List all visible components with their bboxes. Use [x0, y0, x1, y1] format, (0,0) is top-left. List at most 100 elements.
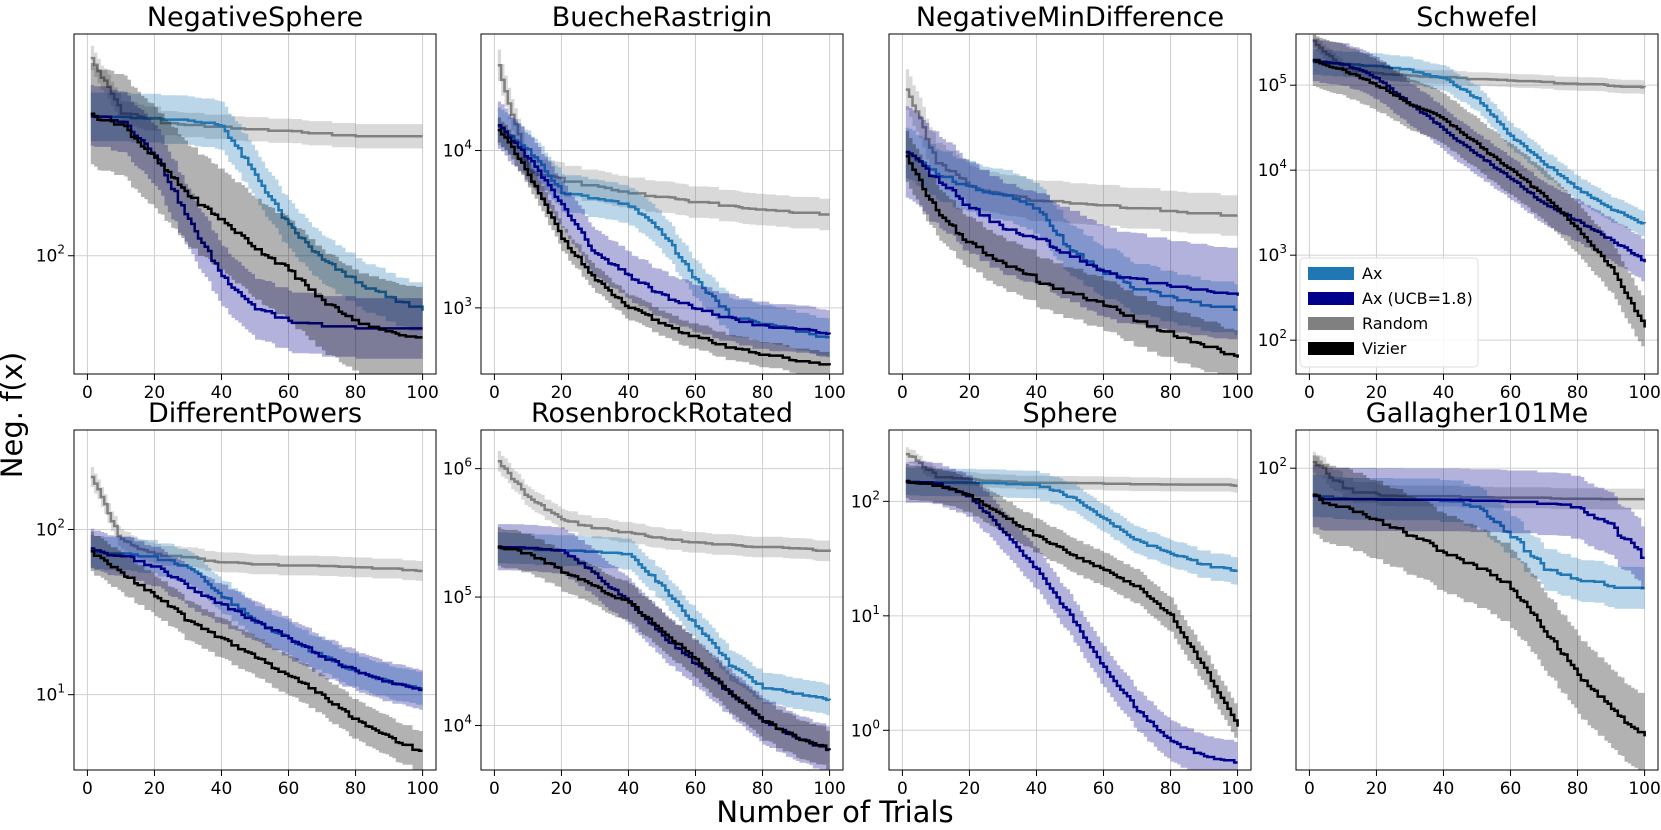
negativemindifference-xtick-label-40: 40	[1026, 383, 1048, 403]
sphere-plot-area	[905, 447, 1239, 770]
negativesphere-line-ax-ucb-1-8	[90, 114, 423, 330]
schwefel-xtick-label-100: 100	[1628, 383, 1660, 403]
schwefel-ytick-label-2: 104	[1258, 157, 1287, 181]
buecherastrigin-line-vizier	[497, 128, 831, 366]
buecherastrigin-xtick-label-80: 80	[752, 383, 774, 403]
legend-label-random: Random	[1362, 314, 1428, 333]
differentpowers-line-ax-ucb-1-8	[90, 547, 423, 692]
schwefel-ytick-label-3: 105	[1258, 72, 1287, 96]
rosenbrockrotated-band-random	[497, 451, 830, 563]
negativemindifference-frame	[888, 33, 1252, 375]
negativemindifference-xtick-label-80: 80	[1160, 383, 1182, 403]
buecherastrigin-xtick-label-100: 100	[813, 383, 845, 403]
differentpowers-ytick-label-0: 101	[36, 682, 65, 706]
sphere-xtick-label-20: 20	[959, 779, 981, 799]
negativesphere-xtick-label-60: 60	[278, 383, 300, 403]
gallagher101me-line-ax-ucb-1-8	[1312, 494, 1645, 560]
negativesphere-line-random	[90, 56, 423, 138]
gallagher101me-xtick-label-60: 60	[1500, 779, 1522, 799]
schwefel-band-vizier	[1312, 35, 1645, 353]
negativesphere-xtick-label-80: 80	[345, 383, 367, 403]
gallagher101me-frame	[1295, 429, 1659, 771]
schwefel-xtick-label-40: 40	[1433, 383, 1455, 403]
sphere-band-vizier	[905, 463, 1238, 744]
differentpowers-ytick-label-1: 102	[36, 516, 65, 540]
differentpowers-line-random	[90, 475, 423, 573]
negativesphere-xtick-label-40: 40	[211, 383, 233, 403]
rosenbrockrotated-xtick-label-80: 80	[752, 779, 774, 799]
differentpowers-plot-area	[90, 467, 423, 770]
schwefel-line-ax-ucb-1-8	[1312, 58, 1646, 263]
gallagher101me-xtick-label-20: 20	[1366, 779, 1388, 799]
buecherastrigin-xtick-label-20: 20	[551, 383, 573, 403]
buecherastrigin-ytick-label-0: 103	[443, 295, 472, 319]
gallagher101me-xtick-label-0: 0	[1304, 779, 1315, 799]
sphere-line-random	[905, 452, 1238, 488]
negativesphere-band-vizier	[90, 63, 423, 374]
sphere-ytick-label-1: 101	[851, 603, 880, 627]
sphere-xtick-label-100: 100	[1221, 779, 1253, 799]
gallagher101me-title: Gallagher101Me	[1366, 398, 1588, 429]
sphere-xtick-label-80: 80	[1160, 779, 1182, 799]
legend-swatch-random	[1308, 317, 1354, 330]
rosenbrockrotated-xtick-label-100: 100	[813, 779, 845, 799]
sphere-xtick-label-60: 60	[1093, 779, 1115, 799]
buecherastrigin-xtick-label-0: 0	[489, 383, 500, 403]
negativesphere-ytick-label-0: 102	[36, 243, 65, 267]
gallagher101me-ytick-label-0: 102	[1258, 455, 1287, 479]
differentpowers-xtick-label-100: 100	[406, 779, 438, 799]
schwefel-plot-area	[1312, 34, 1646, 353]
differentpowers-frame	[73, 429, 437, 771]
panel-negativesphere: 0 20 40 60 80 100 102 NegativeSphere	[36, 2, 439, 403]
buecherastrigin-ytick-label-1: 104	[443, 138, 472, 162]
gallagher101me-xtick-label-80: 80	[1567, 779, 1589, 799]
rosenbrockrotated-plot-area	[497, 451, 831, 770]
negativesphere-xtick-label-20: 20	[144, 383, 166, 403]
schwefel-xtick-label-0: 0	[1304, 383, 1315, 403]
rosenbrockrotated-line-vizier	[497, 545, 830, 752]
negativesphere-xtick-label-0: 0	[82, 383, 93, 403]
figure-xlabel: Number of Trials	[716, 795, 953, 829]
gallagher101me-xtick-label-40: 40	[1433, 779, 1455, 799]
sphere-xtick-label-40: 40	[1026, 779, 1048, 799]
legend-label-ax: Ax	[1362, 264, 1382, 283]
legend-swatch-vizier	[1308, 342, 1354, 355]
negativemindifference-line-vizier	[905, 155, 1239, 358]
differentpowers-title: DifferentPowers	[148, 398, 362, 429]
differentpowers-line-vizier	[90, 550, 423, 753]
panel-negativemindifference: 0 20 40 60 80 100 NegativeMinDifference	[888, 2, 1254, 403]
legend-swatch-ax	[1308, 267, 1354, 280]
panel-sphere: 0 20 40 60 80 100 100 101 102 Sphere	[851, 398, 1254, 799]
gallagher101me-band-vizier	[1312, 455, 1645, 770]
buecherastrigin-title: BuecheRastrigin	[552, 2, 773, 33]
buecherastrigin-line-ax-ucb-1-8	[497, 123, 831, 335]
schwefel-line-vizier	[1312, 59, 1646, 328]
differentpowers-xtick-label-80: 80	[345, 779, 367, 799]
negativemindifference-plot-area	[905, 69, 1239, 374]
schwefel-title: Schwefel	[1416, 2, 1537, 33]
schwefel-band-ax-ucb-1-8	[1312, 38, 1645, 284]
sphere-line-ax	[905, 479, 1238, 573]
sphere-line-vizier	[905, 479, 1239, 727]
panel-gallagher101me: 0 20 40 60 80 100 102 Gallagher101Me	[1258, 398, 1661, 799]
gallagher101me-xtick-label-100: 100	[1628, 779, 1660, 799]
negativemindifference-line-ax-ucb-1-8	[905, 150, 1239, 296]
rosenbrockrotated-ytick-label-2: 106	[443, 456, 472, 480]
schwefel-line-random	[1312, 39, 1646, 89]
rosenbrockrotated-ytick-label-1: 105	[443, 584, 472, 608]
differentpowers-xtick-label-60: 60	[278, 779, 300, 799]
buecherastrigin-frame	[480, 33, 844, 375]
panel-rosenbrockrotated: 0 20 40 60 80 100 104 105 106 RosenbrockRotated	[443, 398, 846, 799]
negativemindifference-line-random	[905, 88, 1238, 217]
gallagher101me-band-ax-ucb-1-8	[1312, 464, 1645, 590]
negativemindifference-xtick-label-0: 0	[897, 383, 908, 403]
negativemindifference-xtick-label-60: 60	[1093, 383, 1115, 403]
sphere-ytick-label-0: 100	[851, 717, 880, 741]
negativesphere-line-vizier	[90, 112, 423, 339]
negativemindifference-band-vizier	[905, 130, 1238, 374]
sphere-line-ax-ucb-1-8	[905, 480, 1238, 764]
negativesphere-xtick-label-100: 100	[406, 383, 438, 403]
legend-frame	[1299, 257, 1479, 368]
rosenbrockrotated-xtick-label-40: 40	[618, 779, 640, 799]
